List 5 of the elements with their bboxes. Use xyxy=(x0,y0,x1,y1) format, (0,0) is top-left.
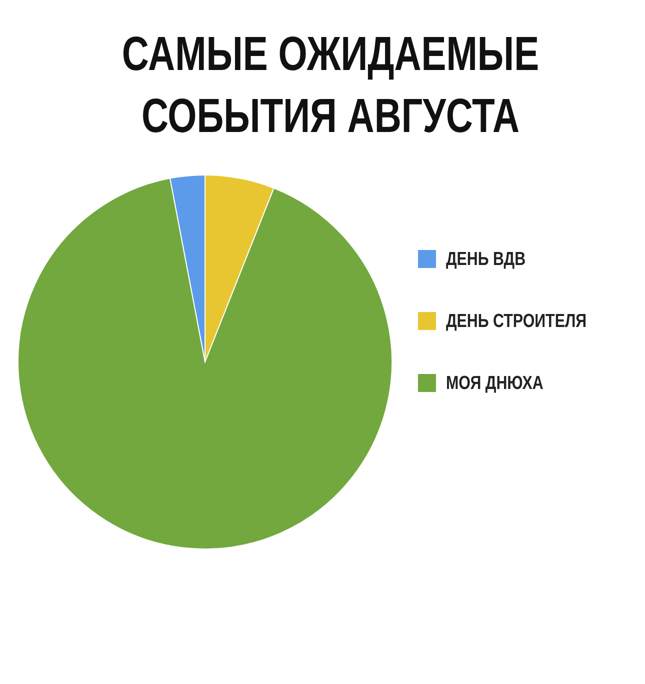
legend-label: МОЯ ДНЮХА xyxy=(446,371,544,394)
chart-title: САМЫЕ ОЖИДАЕМЫЕ СОБЫТИЯ АВГУСТА xyxy=(122,28,540,144)
pie-slice xyxy=(18,178,392,550)
legend-label: ДЕНЬ СТРОИТЕЛЯ xyxy=(446,309,587,332)
legend-label: ДЕНЬ ВДВ xyxy=(446,247,526,270)
